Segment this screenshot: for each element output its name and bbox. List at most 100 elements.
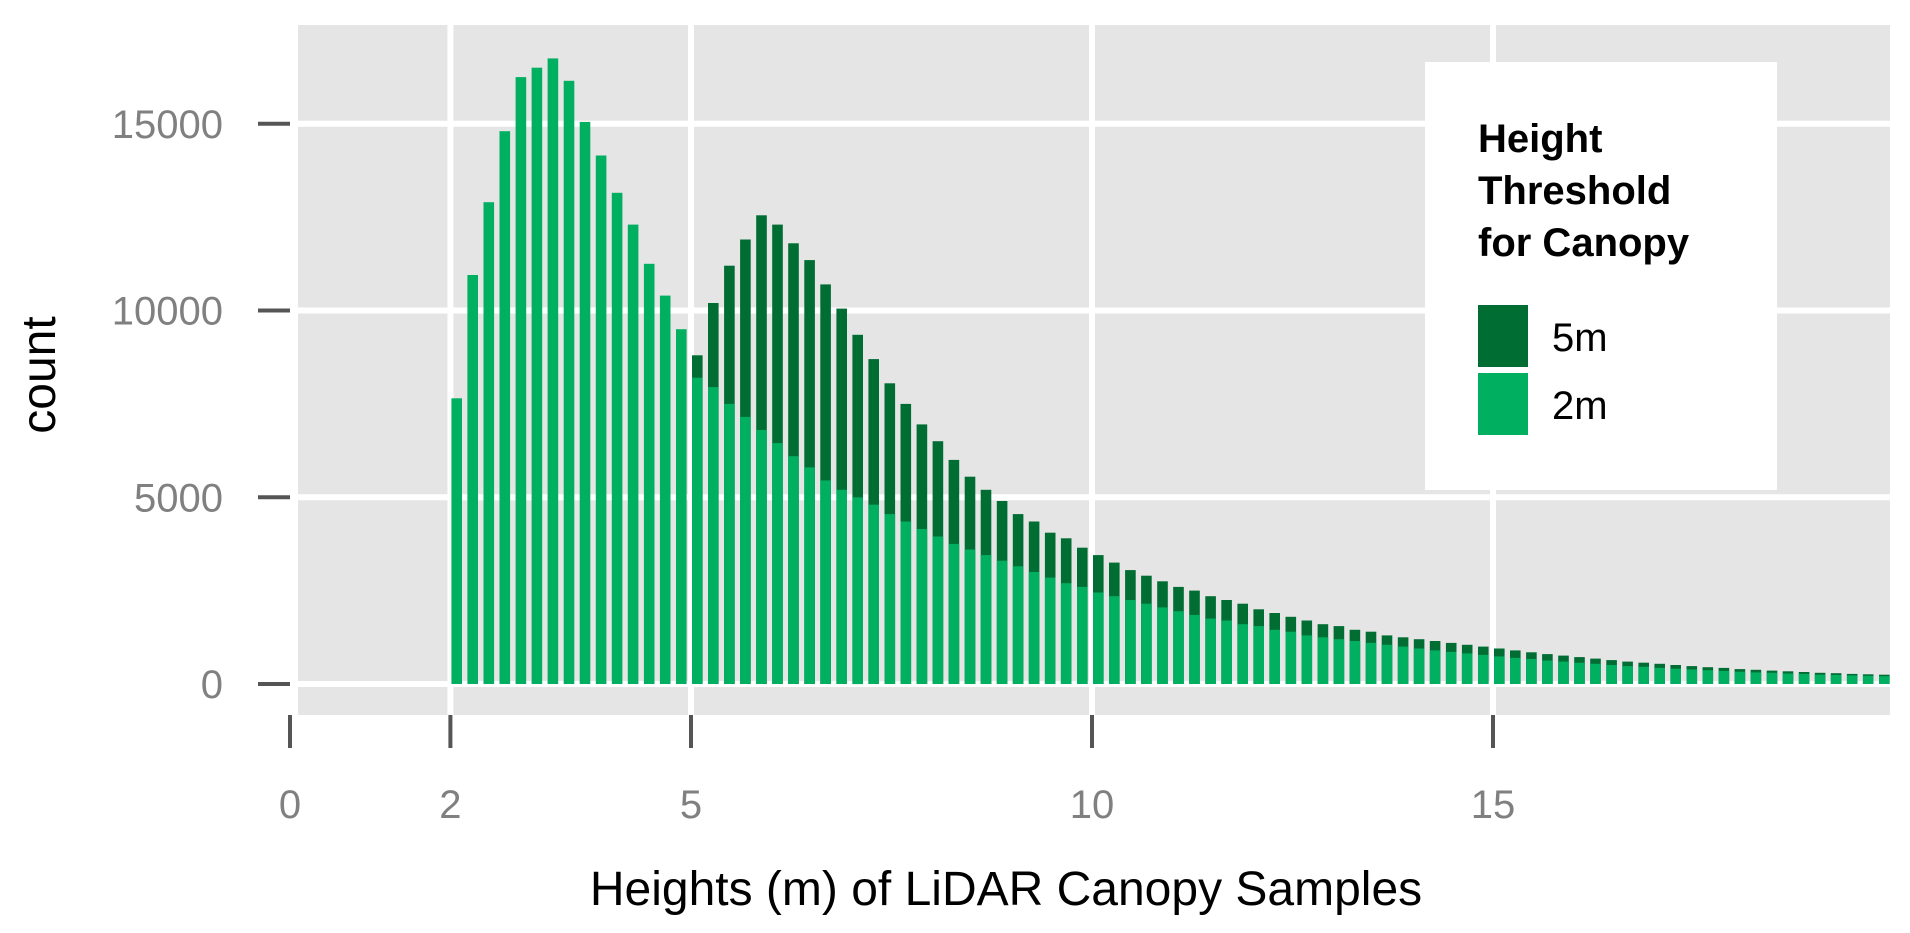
bar-2m-18.6 <box>1782 673 1794 684</box>
bar-2m-15.8 <box>1558 661 1569 684</box>
bar-2m-11.4 <box>1205 618 1216 684</box>
bar-2m-9.6 <box>1060 583 1072 684</box>
y-tick-label: 0 <box>201 663 223 707</box>
bar-2m-10.2 <box>1109 596 1120 684</box>
x-tick-label: 2 <box>439 783 461 827</box>
bar-2m-6.2 <box>788 456 799 684</box>
series-2m <box>451 58 1890 685</box>
bar-2m-18.8 <box>1798 673 1810 684</box>
y-tick-label: 15000 <box>112 103 223 147</box>
bar-2m-3.2 <box>547 58 559 684</box>
bars <box>451 58 1890 685</box>
bar-2m-17.4 <box>1686 669 1698 684</box>
bar-2m-8.2 <box>948 543 960 684</box>
bar-2m-10.8 <box>1157 607 1168 684</box>
legend-entries: 5m 2m <box>1478 305 1608 435</box>
bar-2m-2 <box>451 398 462 684</box>
legend-title-line: Height <box>1478 117 1602 161</box>
axes: 0 5000 10000 15000 0 2 5 10 15 <box>112 103 1515 827</box>
bar-2m-15.4 <box>1526 659 1537 684</box>
bar-2m-10 <box>1093 592 1104 684</box>
bar-2m-4.4 <box>643 263 655 684</box>
bar-2m-5.2 <box>708 387 719 684</box>
bar-2m-12.2 <box>1269 629 1280 684</box>
bar-2m-3 <box>531 67 543 684</box>
bar-2m-16.6 <box>1622 666 1633 684</box>
bar-2m-11.6 <box>1221 620 1232 684</box>
bar-2m-16.2 <box>1590 663 1601 684</box>
legend-label-5m: 5m <box>1552 316 1608 360</box>
bar-2m-3.4 <box>563 80 575 685</box>
bar-2m-5.6 <box>740 416 751 684</box>
bar-2m-14.8 <box>1478 654 1489 684</box>
bar-2m-19.8 <box>1879 676 1890 684</box>
bar-2m-14.6 <box>1461 653 1473 684</box>
bar-2m-13 <box>1333 639 1345 684</box>
bar-2m-5.8 <box>756 430 767 684</box>
bar-2m-14.2 <box>1429 650 1441 684</box>
bar-2m-11.2 <box>1189 614 1200 684</box>
bar-2m-6.4 <box>804 467 815 684</box>
bar-2m-6 <box>772 443 783 684</box>
bar-2m-12.8 <box>1317 637 1329 684</box>
bar-2m-15 <box>1494 656 1505 684</box>
bar-2m-6.8 <box>836 489 847 684</box>
bar-2m-16.8 <box>1638 666 1649 684</box>
bar-2m-18.4 <box>1766 672 1778 684</box>
legend-title-line: Threshold <box>1478 169 1671 213</box>
bar-2m-19.4 <box>1846 675 1858 684</box>
bar-2m-19.6 <box>1862 675 1874 684</box>
bar-2m-13.6 <box>1381 644 1393 684</box>
bar-2m-13.2 <box>1349 641 1361 684</box>
bar-2m-2.6 <box>499 131 511 684</box>
bar-2m-12 <box>1253 626 1264 684</box>
bar-2m-9.8 <box>1077 586 1088 684</box>
bar-2m-12.6 <box>1301 635 1313 684</box>
bar-2m-8.4 <box>964 549 976 684</box>
legend-swatch-5m <box>1478 305 1528 367</box>
x-tick-label: 0 <box>279 783 301 827</box>
bar-2m-12.4 <box>1285 631 1297 684</box>
bar-2m-17.2 <box>1670 668 1681 684</box>
x-tick-label: 10 <box>1070 783 1115 827</box>
bar-2m-18.2 <box>1750 672 1762 684</box>
bar-2m-11 <box>1173 611 1184 684</box>
bar-2m-3.8 <box>595 155 607 684</box>
bar-2m-17 <box>1654 667 1665 684</box>
y-tick-label: 5000 <box>134 476 223 520</box>
bar-2m-19.2 <box>1830 675 1842 684</box>
legend-title-line: for Canopy <box>1478 221 1690 265</box>
bar-2m-15.6 <box>1542 660 1553 684</box>
bar-2m-10.6 <box>1141 603 1152 684</box>
bar-2m-11.8 <box>1237 624 1248 684</box>
bar-2m-2.8 <box>515 77 527 685</box>
bar-2m-9 <box>1012 566 1024 684</box>
bar-2m-8.8 <box>996 560 1008 684</box>
legend-swatch-2m <box>1478 373 1528 435</box>
x-tick-label: 5 <box>680 783 702 827</box>
bar-2m-3.6 <box>579 121 591 684</box>
legend-title: Height Threshold for Canopy <box>1478 117 1690 265</box>
bar-2m-16 <box>1574 662 1585 684</box>
x-tick-label: 15 <box>1471 783 1516 827</box>
bar-2m-13.8 <box>1397 646 1409 684</box>
bar-2m-18 <box>1734 671 1746 684</box>
bar-2m-7.8 <box>916 529 928 684</box>
bar-2m-16.4 <box>1606 665 1617 684</box>
bar-2m-5 <box>692 377 703 684</box>
bar-2m-15.2 <box>1510 657 1521 684</box>
bar-2m-7 <box>852 497 863 685</box>
legend: Height Threshold for Canopy 5m 2m <box>1425 62 1777 490</box>
bar-2m-7.4 <box>884 514 896 684</box>
bar-2m-4.2 <box>627 224 639 684</box>
bar-2m-10.4 <box>1125 600 1136 684</box>
y-axis-title: count <box>13 316 66 433</box>
bar-2m-5.4 <box>724 403 735 684</box>
bar-2m-4 <box>611 192 623 685</box>
bar-2m-7.6 <box>900 521 912 684</box>
bar-2m-9.2 <box>1028 572 1040 684</box>
legend-label-2m: 2m <box>1552 384 1608 428</box>
bar-2m-17.8 <box>1718 670 1730 684</box>
bar-2m-4.6 <box>659 295 671 684</box>
